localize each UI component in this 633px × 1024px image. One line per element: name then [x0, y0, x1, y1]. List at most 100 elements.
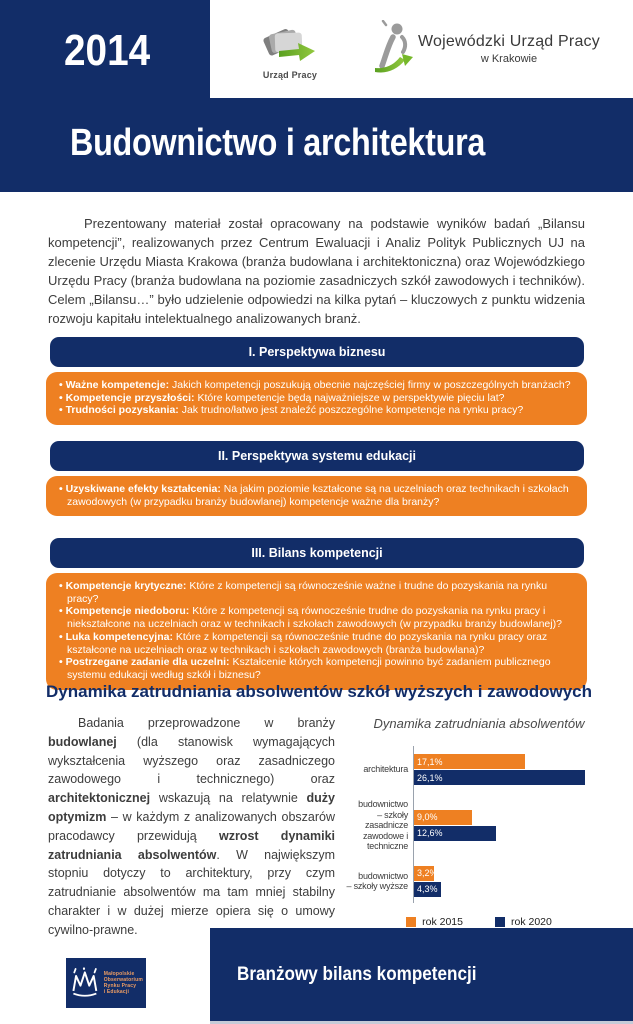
moripe-logo-line: Małopolskie: [103, 971, 135, 977]
paragraph-segment: . W największym stopniu dotyczy to archi…: [48, 847, 335, 937]
urzad-pracy-logo-label: Urząd Pracy: [262, 70, 318, 80]
section-1-header: I. Perspektywa biznesu: [50, 337, 584, 367]
bar-value-label: 9,0%: [417, 812, 438, 823]
category-label-line: budownictwo: [358, 799, 408, 809]
paragraph-segment: – w każdym z analizowanych obszarów prac…: [48, 809, 335, 843]
bullet-text: Na jakim poziomie kształcone są na uczel…: [67, 483, 569, 508]
section-1-box: Ważne kompetencje: Jakich kompetencji po…: [46, 372, 587, 426]
bullet-text: Jakich kompetencji poszukują obecnie naj…: [171, 379, 571, 391]
bullet-text: Które z kompetencji są równocześnie trud…: [67, 605, 562, 631]
bullet-label: Ważne kompetencje:: [65, 379, 170, 391]
bullet-item: Kompetencje krytyczne: Które z kompetenc…: [59, 580, 575, 605]
crown-icon: [72, 967, 98, 997]
bullet-text: Kształcenie których kompetencji powinno …: [67, 656, 551, 681]
bar-rok2015-architektura: 17,1%: [413, 754, 526, 769]
wup-logo-subtitle: w Krakowie: [480, 53, 538, 65]
bullet-item: Luka kompetencyjna: Które z kompetencji …: [59, 631, 575, 656]
legend-label: rok 2015: [422, 915, 463, 928]
footer-strip: [210, 1021, 633, 1024]
bar-rok2020-budownictwo-zasadnicze: 12,6%: [413, 825, 496, 841]
page-title: Budownictwo i architektura: [70, 122, 486, 164]
bar-rok2015-budownictwo-zasadnicze: 9,0%: [413, 809, 473, 825]
moripe-logo-line: i Edukacji: [103, 989, 130, 995]
footer-title: Branżowy bilans kompetencji: [237, 963, 477, 985]
bar-rok2015-budownictwo-wyzsze: 3,2%: [413, 865, 438, 881]
bar-value-label: 3,2%: [417, 868, 438, 878]
paragraph-segment: (dla stanowisk wymagających wykształceni…: [48, 734, 335, 787]
intro-paragraph: Prezentowany materiał został opracowany …: [48, 216, 585, 326]
bullet-item: Kompetencje niedoboru: Które z kompetenc…: [59, 605, 575, 630]
bullet-label: Trudności pozyskania:: [65, 404, 179, 417]
bar-value-label: 12,6%: [417, 828, 443, 839]
chart-legend: rok 2015 rok 2020: [338, 916, 620, 928]
bullet-label: Luka kompetencyjna:: [65, 630, 173, 643]
paragraph-segment: wskazują na relatywnie: [150, 791, 307, 806]
bar-value-label: 4,3%: [417, 884, 438, 894]
footer-banner: Branżowy bilans kompetencji: [210, 928, 633, 1021]
bullet-text: Które kompetencje będą najważniejsze w p…: [197, 391, 505, 404]
category-label: architektura: [338, 764, 413, 775]
chart-row-architektura: architektura 17,1% 26,1%: [338, 753, 620, 786]
dynamics-heading: Dynamika zatrudniania absolwentów szkół …: [46, 682, 593, 701]
bullet-label: Kompetencje przyszłości:: [65, 391, 195, 404]
section-3-box: Kompetencje krytyczne: Które z kompetenc…: [46, 573, 587, 690]
bar-rok2020-budownictwo-wyzsze: 4,3%: [413, 881, 442, 897]
wup-logo-title: Wojewódzki Urząd Pracy: [418, 33, 600, 50]
legend-swatch-navy: [495, 916, 505, 927]
bar-group: 3,2% 4,3%: [413, 865, 620, 898]
fanned-cards-green-arrow-icon: [263, 29, 315, 61]
paragraph-segment-bold: architektonicznej: [48, 791, 151, 806]
paragraph-segment-bold: budowlanej: [48, 734, 117, 749]
legend-item-rok2020: rok 2020: [495, 916, 552, 928]
chart-title: Dynamika zatrudniania absolwentów: [373, 716, 585, 731]
dynamics-paragraph: Badania przeprowadzone w branży budowlan…: [48, 714, 335, 940]
moripe-logo-line: Rynku Pracy: [103, 983, 137, 989]
year-label: 2014: [64, 26, 151, 75]
bullet-text: Jak trudno/łatwo jest znaleźć poszczegól…: [181, 404, 524, 417]
category-label-line: – szkoły zasadnicze: [364, 809, 408, 831]
bullet-text: Które z kompetencji są równocześnie ważn…: [67, 580, 548, 605]
category-label-line: zawodowe i techniczne: [362, 830, 408, 852]
moripe-logo-text: Małopolskie Obserwatorium Rynku Pracy i …: [104, 971, 143, 995]
category-label: budownictwo – szkoły wyższe: [338, 871, 413, 892]
bullet-label: Kompetencje krytyczne:: [65, 580, 187, 592]
bar-group: 17,1% 26,1%: [413, 753, 620, 786]
malopolskie-obserwatorium-logo: Małopolskie Obserwatorium Rynku Pracy i …: [66, 958, 146, 1008]
bullet-item: Ważne kompetencje: Jakich kompetencji po…: [59, 379, 575, 392]
paragraph-segment: Badania przeprowadzone w branży: [78, 716, 335, 730]
bullet-item: Trudności pozyskania: Jak trudno/łatwo j…: [59, 404, 575, 417]
bullet-item: Kompetencje przyszłości: Które kompetenc…: [59, 392, 575, 405]
wup-logo: Wojewódzki Urząd Pracy w Krakowie: [372, 20, 600, 78]
header-logo-box: Urząd Pracy Wojewódzki Urząd Pracy w Kra…: [210, 0, 633, 98]
paragraph-segment-bold: wzrost dynamiki zatrudniania absolwentów: [48, 828, 335, 862]
chart-row-budownictwo-wyzsze: budownictwo – szkoły wyższe 3,2% 4,3%: [338, 865, 620, 898]
section-2-header: II. Perspektywa systemu edukacji: [50, 441, 584, 471]
bar-rok2020-architektura: 26,1%: [413, 770, 585, 785]
bullet-item: Uzyskiwane efekty kształcenia: Na jakim …: [59, 483, 575, 508]
bar-value-label: 26,1%: [417, 772, 443, 783]
bullet-text: Które z kompetencji są równocześnie trud…: [67, 630, 548, 656]
category-label-line: budownictwo: [358, 870, 408, 881]
bullet-label: Postrzegane zadanie dla uczelni:: [65, 656, 230, 669]
employment-dynamics-chart: Dynamika zatrudniania absolwentów archit…: [338, 716, 620, 928]
bullet-item: Postrzegane zadanie dla uczelni: Kształc…: [59, 656, 575, 681]
section-3-header: III. Bilans kompetencji: [50, 538, 584, 568]
chart-axis-line: [413, 746, 414, 903]
legend-swatch-orange: [406, 916, 417, 927]
legend-label: rok 2020: [511, 915, 552, 928]
legend-item-rok2015: rok 2015: [406, 916, 463, 928]
section-2-box: Uzyskiwane efekty kształcenia: Na jakim …: [46, 476, 587, 517]
urzad-pracy-logo: Urząd Pracy: [210, 18, 370, 80]
chart-plot-area: architektura 17,1% 26,1% budownictwo – s…: [338, 746, 620, 903]
bar-group: 9,0% 12,6%: [413, 809, 620, 842]
category-label: budownictwo – szkoły zasadnicze zawodowe…: [338, 799, 413, 852]
bar-value-label: 17,1%: [417, 756, 443, 767]
paragraph-segment-bold: duży optymizm: [48, 791, 335, 824]
moripe-logo-line: Obserwatorium: [103, 977, 143, 983]
bullet-label: Uzyskiwane efekty kształcenia:: [65, 483, 221, 495]
chart-row-budownictwo-zasadnicze: budownictwo – szkoły zasadnicze zawodowe…: [338, 799, 620, 852]
category-label-line: architektura: [363, 764, 408, 775]
bullet-label: Kompetencje niedoboru:: [65, 605, 190, 618]
wup-person-icon: [375, 20, 413, 73]
